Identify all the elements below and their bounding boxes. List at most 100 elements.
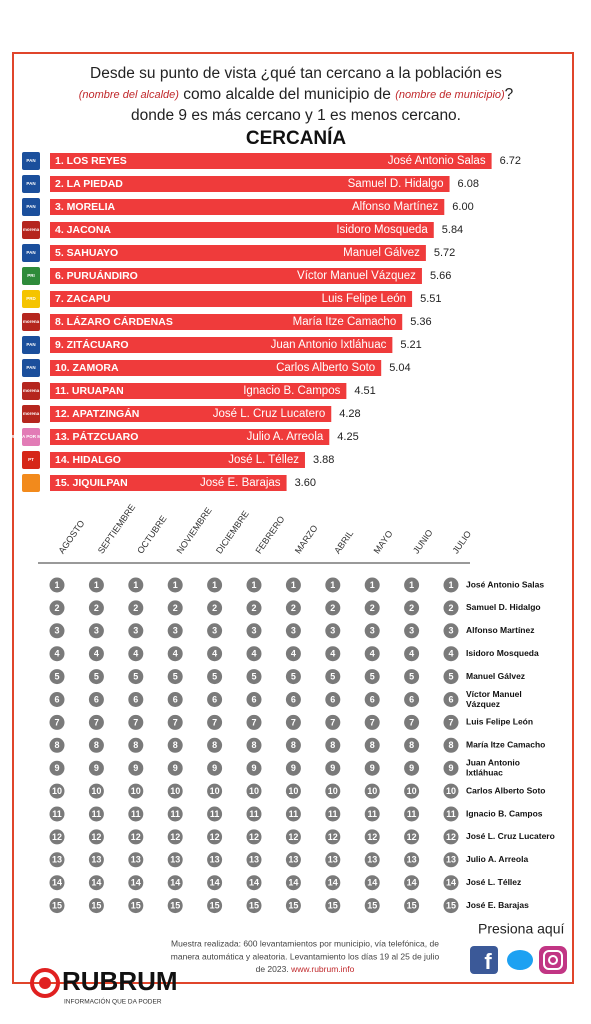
rank-dot [325, 623, 341, 639]
rank-dot [246, 829, 262, 845]
rank-dot [364, 577, 380, 593]
rank-dot [207, 623, 223, 639]
rank-number: 3 [330, 626, 335, 636]
rank-number: 13 [52, 855, 62, 865]
rank-dot [246, 600, 262, 616]
placeholder: (nombre del alcalde) [79, 89, 180, 101]
rank-dot [246, 852, 262, 868]
rank-dot [325, 760, 341, 776]
rank-dot [364, 714, 380, 730]
value-label: 4.25 [337, 431, 358, 443]
rank-number: 12 [328, 832, 338, 842]
rank-number: 8 [94, 740, 99, 750]
party-logo [22, 474, 40, 492]
ranking-name: Juan Antonio [466, 757, 520, 767]
rank-dot [167, 600, 183, 616]
rank-number: 4 [409, 649, 414, 659]
party-label: morena [23, 227, 40, 232]
rank-dot [88, 783, 104, 799]
mayor-name: Luis Felipe León [322, 293, 406, 305]
rank-dot [443, 669, 459, 685]
rank-number: 6 [133, 694, 138, 704]
rank-dot [443, 898, 459, 914]
rank-dot [246, 623, 262, 639]
rank-dot [285, 898, 301, 914]
rank-dot [404, 692, 420, 707]
rank-number: 6 [212, 694, 217, 704]
rank-number: 4 [291, 649, 296, 659]
rank-dot [404, 600, 420, 616]
rank-number: 2 [54, 603, 59, 613]
rank-number: 5 [291, 671, 296, 681]
rank-number: 8 [291, 740, 296, 750]
frame [12, 52, 574, 984]
rank-number: 9 [448, 763, 453, 773]
rank-dot [88, 852, 104, 868]
rank-dot [167, 875, 183, 891]
rank-number: 3 [173, 626, 178, 636]
rank-number: 2 [291, 603, 296, 613]
rank-dot [325, 714, 341, 730]
month-label: DICIEMBRE [214, 509, 251, 556]
rank-number: 13 [170, 855, 180, 865]
rank-dot [285, 829, 301, 845]
rank-dot [246, 898, 262, 914]
twitter-icon[interactable] [507, 950, 533, 970]
mayor-name: Carlos Alberto Soto [276, 362, 375, 374]
rank-dot [246, 714, 262, 730]
value-label: 5.84 [442, 224, 463, 236]
rank-number: 2 [330, 603, 335, 613]
logo-ring [30, 968, 60, 998]
rank-dot [443, 714, 459, 730]
rank-dot [364, 783, 380, 799]
value-label: 6.72 [500, 155, 521, 167]
rank-dot [443, 623, 459, 639]
rank-number: 6 [291, 694, 296, 704]
rank-dot [404, 806, 420, 822]
bar [50, 222, 434, 238]
rank-dot [167, 737, 183, 753]
party-logo [22, 382, 40, 400]
rank-dot [88, 875, 104, 891]
rank-dot [49, 783, 65, 799]
rank-dot [325, 806, 341, 822]
rank-dot [325, 669, 341, 685]
party-logo [22, 359, 40, 377]
rank-number: 15 [407, 900, 417, 910]
rank-dot [364, 806, 380, 822]
mayor-name: Manuel Gálvez [343, 247, 420, 259]
rank-dot [325, 829, 341, 845]
rank-number: 15 [52, 900, 62, 910]
question-text: como alcalde del municipio de [179, 86, 395, 103]
rank-number: 3 [448, 626, 453, 636]
rank-number: 10 [367, 786, 377, 796]
rank-number: 6 [94, 694, 99, 704]
party-label: PAN [26, 204, 35, 209]
rank-dot [88, 623, 104, 639]
ranking-name: Isidoro Mosqueda [466, 648, 539, 658]
rank-number: 2 [133, 603, 138, 613]
mayor-name: Isidoro Mosqueda [336, 224, 428, 236]
link[interactable]: www.rubrum.info [290, 964, 355, 974]
month-label: MAYO [372, 529, 395, 556]
rank-number: 12 [407, 832, 417, 842]
rank-dot [404, 829, 420, 845]
rank-dot [128, 898, 144, 914]
rank-number: 7 [448, 717, 453, 727]
rank-number: 10 [131, 786, 141, 796]
rank-dot [49, 600, 65, 616]
instagram-icon[interactable] [539, 946, 567, 974]
rank-number: 15 [131, 900, 141, 910]
rank-dot [285, 692, 301, 707]
rank-number: 10 [288, 786, 298, 796]
rank-number: 12 [52, 832, 62, 842]
rank-dot [443, 760, 459, 776]
note-text: de 2023. [256, 964, 291, 974]
bar [50, 429, 330, 445]
cta[interactable]: Presiona aquí [478, 921, 565, 937]
category-label: 2. LA PIEDAD [55, 178, 123, 190]
brand: RUBRUM [62, 966, 178, 996]
rank-number: 9 [251, 763, 256, 773]
rank-dot [207, 577, 223, 593]
facebook-icon[interactable]: f [470, 946, 498, 974]
